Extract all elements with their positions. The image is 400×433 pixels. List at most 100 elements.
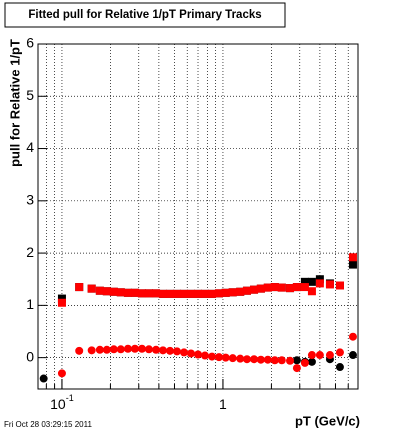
point — [325, 280, 334, 289]
point — [292, 283, 301, 292]
point — [307, 287, 316, 296]
x-tick-label: 1 — [219, 396, 227, 412]
point — [348, 260, 357, 269]
point — [109, 345, 118, 354]
point — [286, 284, 295, 293]
point — [256, 284, 265, 293]
point — [180, 348, 189, 357]
point — [277, 356, 286, 365]
point — [87, 346, 96, 355]
point — [194, 350, 203, 359]
point — [137, 289, 146, 298]
point — [228, 354, 237, 363]
point — [130, 288, 139, 297]
point — [116, 345, 125, 354]
point — [242, 286, 251, 295]
point — [166, 289, 175, 298]
point — [39, 374, 48, 383]
y-tick-label: 2 — [26, 244, 34, 260]
point — [325, 351, 334, 360]
point — [57, 294, 66, 303]
point — [158, 346, 167, 355]
point — [307, 351, 316, 360]
point — [250, 285, 259, 294]
point — [315, 275, 324, 284]
point — [256, 355, 265, 364]
point — [228, 288, 237, 297]
point — [300, 358, 309, 367]
point — [242, 355, 251, 364]
y-tick-label: 0 — [26, 348, 34, 364]
point — [207, 352, 216, 361]
point — [194, 289, 203, 298]
point — [214, 289, 223, 298]
point — [250, 355, 259, 364]
point — [158, 289, 167, 298]
point — [200, 289, 209, 298]
x-tick-label-base: 10 — [50, 396, 66, 412]
point — [292, 356, 301, 365]
x-tick-label-exponent: -1 — [66, 393, 74, 403]
point — [200, 351, 209, 360]
y-axis-title: pull for Relative 1/pT — [7, 39, 22, 167]
point — [152, 289, 161, 298]
point — [109, 287, 118, 296]
point — [137, 344, 146, 353]
point — [307, 357, 316, 366]
plot-frame — [37, 43, 359, 390]
point — [75, 346, 84, 355]
point — [75, 283, 84, 292]
point — [315, 351, 324, 360]
point — [180, 289, 189, 298]
point — [315, 279, 324, 288]
y-tick-label: 6 — [26, 35, 34, 51]
point — [102, 345, 111, 354]
chart-title: Fitted pull for Relative 1/pT Primary Tr… — [28, 9, 261, 21]
point — [186, 289, 195, 298]
y-tick-label: 1 — [26, 296, 34, 312]
point — [300, 277, 309, 286]
x-tick-label-base: 1 — [219, 396, 227, 412]
point — [116, 288, 125, 297]
x-tick-label: 10-1 — [50, 393, 74, 411]
point — [123, 288, 132, 297]
point — [348, 351, 357, 360]
point — [348, 253, 357, 262]
point — [207, 289, 216, 298]
point — [102, 287, 111, 296]
point — [270, 283, 279, 292]
point — [348, 332, 357, 341]
point — [307, 277, 316, 286]
point — [286, 356, 295, 365]
y-tick-label: 4 — [26, 139, 34, 155]
y-tick-label: 3 — [26, 192, 34, 208]
point — [221, 288, 230, 297]
point — [166, 346, 175, 355]
point — [221, 353, 230, 362]
point — [292, 364, 301, 373]
point — [87, 284, 96, 293]
point — [335, 363, 344, 372]
point — [152, 345, 161, 354]
point — [236, 287, 245, 296]
point — [57, 298, 66, 307]
point — [172, 347, 181, 356]
point — [57, 369, 66, 378]
point — [95, 286, 104, 295]
point — [130, 344, 139, 353]
point — [186, 349, 195, 358]
point — [123, 344, 132, 353]
point — [214, 353, 223, 362]
point — [335, 281, 344, 290]
footer: Fri Oct 28 03:29:15 2011 — [4, 420, 92, 429]
point — [277, 283, 286, 292]
point — [263, 355, 272, 364]
point — [144, 289, 153, 298]
point — [335, 348, 344, 357]
point — [172, 289, 181, 298]
y-tick-label: 5 — [26, 87, 34, 103]
point — [95, 345, 104, 354]
title-box — [4, 2, 286, 28]
point — [236, 354, 245, 363]
